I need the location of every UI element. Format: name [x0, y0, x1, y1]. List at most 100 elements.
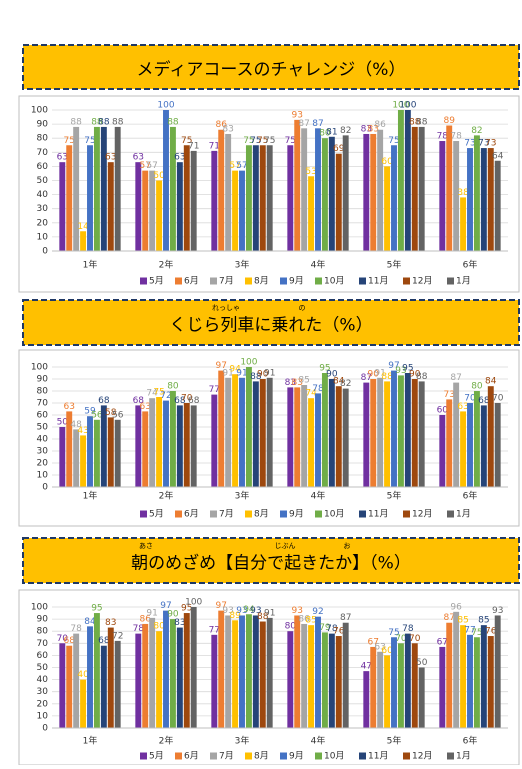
bar [467, 634, 473, 728]
value-label: 78 [70, 624, 82, 634]
value-label: 60 [381, 157, 393, 167]
legend-label: 11月 [368, 509, 388, 520]
bar [245, 614, 252, 728]
value-label: 76 [485, 627, 497, 637]
bar [149, 170, 156, 251]
legend-label: 7月 [219, 751, 234, 762]
y-tick-label: 90 [37, 375, 49, 385]
legend-label: 1月 [456, 751, 471, 762]
bar [494, 615, 501, 728]
legend-swatch [140, 752, 147, 760]
legend-label: 9月 [289, 276, 304, 287]
value-label: 84 [84, 617, 96, 627]
value-label: 83 [368, 124, 379, 134]
value-label: 80 [153, 622, 165, 632]
y-tick-label: 70 [37, 148, 49, 158]
bar [439, 646, 446, 728]
bar [252, 145, 259, 251]
value-label: 97 [216, 361, 227, 371]
title-box [22, 537, 520, 584]
bar [315, 616, 321, 728]
legend-swatch [447, 510, 454, 518]
value-label: 87 [444, 613, 455, 623]
bar [252, 381, 259, 487]
bar [397, 110, 404, 251]
bar [363, 382, 370, 487]
bar [315, 128, 321, 251]
legend-swatch [359, 277, 366, 285]
bar [384, 381, 391, 487]
y-tick-label: 40 [37, 190, 49, 200]
y-tick-label: 70 [37, 399, 49, 409]
bar [294, 615, 301, 728]
value-label: 80 [319, 129, 331, 139]
x-tick-label: 1年 [83, 490, 98, 502]
bar [149, 617, 156, 728]
bar [294, 119, 301, 252]
value-label: 77 [464, 625, 475, 635]
bar [73, 429, 80, 487]
bar [446, 622, 453, 728]
bar [397, 643, 404, 728]
value-label: 85 [457, 616, 468, 626]
y-tick-label: 50 [37, 176, 49, 186]
bar [335, 153, 342, 251]
bar [370, 133, 377, 251]
value-label: 75 [181, 136, 192, 146]
value-label: 85 [305, 616, 316, 626]
bar [93, 126, 100, 251]
value-label: 63 [174, 153, 185, 163]
bar [328, 136, 335, 251]
bar [328, 379, 335, 487]
value-label: 87 [361, 373, 372, 383]
bar [473, 637, 480, 728]
bar [232, 620, 239, 728]
value-label: 90 [368, 370, 380, 380]
value-label: 75 [64, 136, 75, 146]
value-label: 60 [437, 406, 449, 416]
value-label: 82 [340, 126, 351, 136]
value-label: 63 [133, 153, 144, 163]
bar [308, 625, 315, 728]
value-label: 86 [140, 614, 152, 624]
value-label: 47 [361, 662, 372, 672]
legend-label: 10月 [324, 276, 344, 287]
bar [411, 126, 418, 251]
value-label: 68 [133, 396, 145, 406]
value-label: 95 [181, 604, 192, 614]
value-label: 86 [374, 120, 386, 130]
value-label: 100 [157, 101, 174, 111]
value-label: 75 [153, 388, 164, 398]
bar [93, 613, 100, 728]
bar [363, 671, 370, 728]
bar [225, 133, 232, 251]
bar [169, 391, 176, 487]
value-label: 69 [333, 144, 345, 154]
value-label: 100 [399, 101, 416, 111]
value-label: 93 [395, 366, 406, 376]
bar [142, 170, 149, 251]
bar [225, 377, 232, 487]
value-label: 86 [298, 614, 310, 624]
value-label: 90 [167, 610, 179, 620]
bar [80, 679, 87, 728]
value-label: 48 [70, 420, 82, 430]
value-label: 92 [312, 607, 323, 617]
legend-swatch [210, 510, 217, 518]
bar [384, 166, 391, 251]
value-label: 100 [240, 358, 257, 368]
bar [494, 160, 501, 251]
bar [73, 126, 80, 251]
value-label: 91 [264, 608, 275, 618]
x-tick-label: 4年 [311, 735, 326, 747]
bar [266, 377, 273, 487]
bar [397, 375, 404, 487]
bar [377, 377, 384, 487]
value-label: 83 [285, 378, 296, 388]
bar [335, 386, 342, 487]
bar [473, 135, 480, 251]
y-tick-label: 80 [37, 627, 49, 637]
x-tick-label: 6年 [463, 490, 478, 502]
x-tick-label: 5年 [387, 490, 402, 502]
legend-swatch [315, 752, 322, 760]
